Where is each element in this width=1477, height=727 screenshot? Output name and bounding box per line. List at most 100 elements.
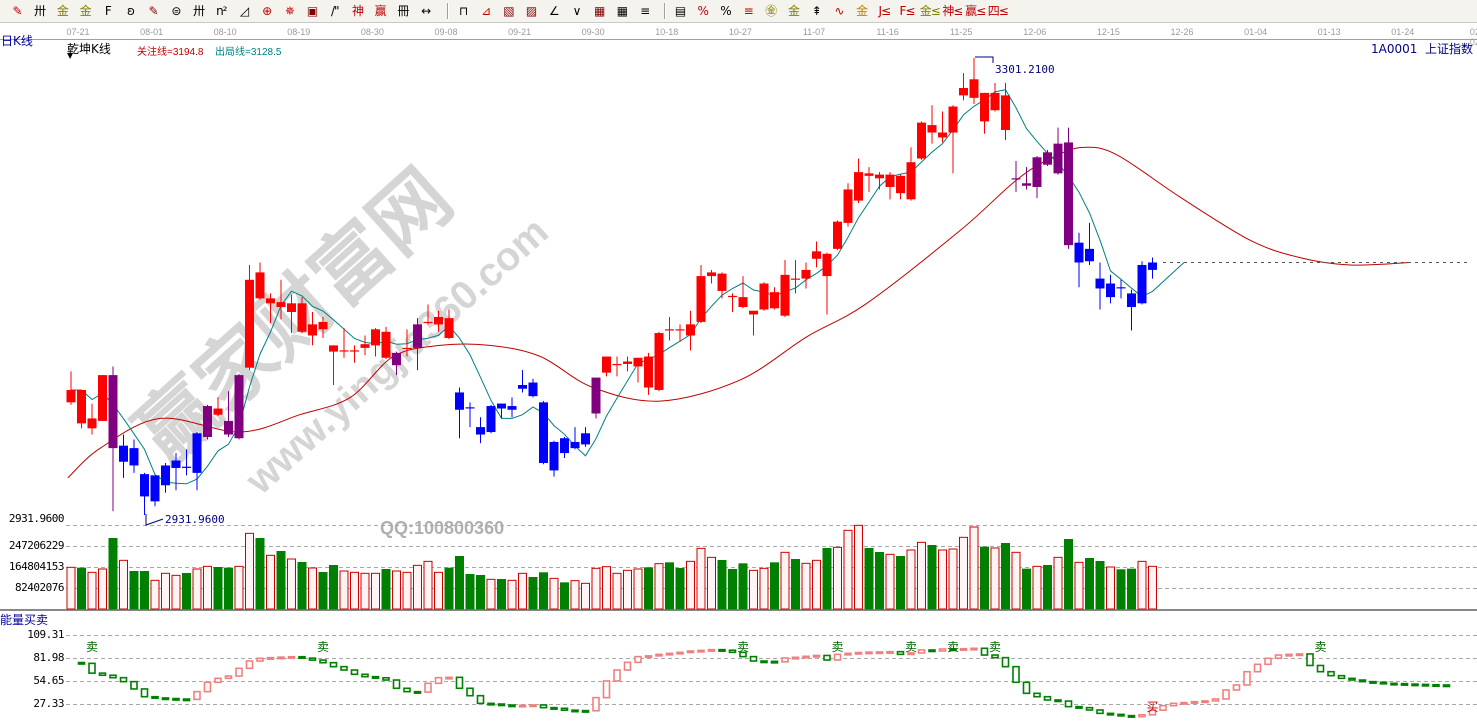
- indicator-bar-up: [833, 653, 842, 661]
- indicator-axis-label: 27.33: [33, 697, 64, 710]
- volume-bar-down: [675, 567, 685, 610]
- gold-angle-icon[interactable]: 金≤: [919, 4, 940, 18]
- volume-axis-label: 164804153: [8, 560, 65, 573]
- crosshair-circle-icon[interactable]: ⊕: [262, 4, 272, 18]
- gold-circle-icon[interactable]: ㊎: [765, 4, 777, 18]
- volume-bar-up: [938, 549, 947, 610]
- indicator-bar-up: [623, 661, 632, 671]
- candle-body: [77, 389, 86, 424]
- date-tick-label: 09-30: [581, 27, 605, 37]
- brush-icon[interactable]: ✎: [148, 4, 159, 18]
- percent-line-icon[interactable]: %: [697, 4, 708, 18]
- box-fan-2-icon[interactable]: ▨: [525, 4, 537, 18]
- time-lines-icon[interactable]: 卅: [193, 4, 205, 18]
- volume-bar-down: [329, 564, 338, 610]
- candle-body: [875, 174, 884, 179]
- indicator-bar-down: [340, 665, 348, 671]
- parallel-lines-icon[interactable]: ≡: [640, 4, 650, 18]
- indicator-bar-up: [854, 651, 863, 655]
- candle-body: [476, 427, 485, 435]
- circle-grid-icon[interactable]: ⊜: [171, 4, 181, 18]
- indicator-bar-up: [1190, 700, 1199, 704]
- indicator-dropdown-icon[interactable]: ▼: [67, 51, 74, 60]
- cursor-icon[interactable]: ⇞: [811, 4, 822, 18]
- period-label[interactable]: 日K线: [1, 34, 33, 48]
- spiral-icon[interactable]: ʚ: [127, 4, 135, 18]
- indicator-bar-up: [812, 654, 821, 658]
- indicator-bar-down: [928, 649, 936, 653]
- date-tick-label: 09-08: [434, 27, 458, 37]
- grid-box-icon[interactable]: ▦: [594, 4, 605, 18]
- candle-body: [570, 441, 580, 449]
- volume-bar-down: [276, 550, 286, 610]
- fan-lines-icon[interactable]: ⊿: [481, 4, 491, 18]
- shen-ladder-icon[interactable]: 神: [351, 4, 364, 18]
- wave-v-icon[interactable]: ∨: [572, 4, 582, 18]
- long-moving-average-line: [67, 146, 1410, 479]
- compass-star-icon[interactable]: ✵: [284, 4, 295, 18]
- four-angle-icon[interactable]: 四≤: [987, 4, 1008, 18]
- fibonacci-icon[interactable]: F: [104, 4, 112, 18]
- indicator-bar-down: [980, 647, 989, 656]
- sell-signal-label: 卖: [86, 640, 98, 654]
- ladder-icon[interactable]: ▤: [674, 4, 686, 18]
- indicator-bar-down: [1085, 706, 1094, 711]
- date-tick-label: 08-01: [140, 27, 164, 37]
- rectangle-line-icon[interactable]: ⊓: [458, 4, 468, 18]
- gold-levels-icon[interactable]: 金: [787, 4, 800, 18]
- gold-ladder-icon[interactable]: 金: [56, 4, 69, 18]
- pen-draw-icon[interactable]: ✎: [12, 4, 22, 18]
- triangle-icon[interactable]: ◿: [239, 4, 249, 18]
- candle-body: [287, 303, 296, 312]
- indicator-bar-down: [1348, 677, 1356, 681]
- candle-body: [444, 318, 454, 338]
- candle-body: [1022, 183, 1031, 186]
- volume-bar-down: [528, 576, 538, 610]
- n-square-icon[interactable]: n²: [216, 4, 227, 18]
- grid-lines-icon[interactable]: 卅: [34, 4, 46, 18]
- percent-levels-icon[interactable]: ≡: [743, 4, 754, 18]
- volume-bar-down: [822, 547, 832, 610]
- period-count-icon[interactable]: 冊: [397, 4, 409, 18]
- indicator-bar-down: [1054, 699, 1062, 703]
- indicator-bar-down: [371, 675, 380, 679]
- box-fan-icon[interactable]: ▧: [503, 4, 514, 18]
- date-tick-label: 11-16: [876, 27, 899, 37]
- indicator-bar-down: [182, 698, 191, 702]
- j-angle-icon[interactable]: J≤: [878, 4, 892, 18]
- candle-body: [297, 303, 307, 332]
- indicator-bar-up: [644, 655, 653, 659]
- shen-angle-icon[interactable]: 神≤: [942, 4, 963, 18]
- sell-signal-label: 卖: [905, 640, 917, 654]
- range-measure-icon[interactable]: ↔: [421, 4, 431, 18]
- gold-ladder-2-icon[interactable]: 金: [79, 4, 92, 18]
- square-target-icon[interactable]: ▣: [306, 4, 318, 18]
- angle-lines-icon[interactable]: /": [331, 4, 340, 18]
- ying-ladder-icon[interactable]: 赢: [374, 4, 387, 18]
- candle-body: [224, 420, 233, 435]
- indicator-bar-down: [581, 709, 590, 713]
- candle-body: [822, 253, 832, 277]
- candle-body: [686, 324, 695, 336]
- indicator-axis-label: 109.31: [27, 628, 64, 641]
- f-angle-icon[interactable]: F≤: [899, 4, 916, 18]
- buy-signal-label: 买: [1146, 700, 1158, 714]
- gold-ladder-3-icon[interactable]: 金: [856, 4, 868, 18]
- candle-body: [360, 344, 370, 348]
- volume-bar-up: [833, 546, 842, 610]
- angle-icon[interactable]: ∠: [548, 4, 560, 18]
- indicator-name[interactable]: 乾坤K线: [67, 42, 111, 56]
- indicator-panel-title[interactable]: 能量买卖: [0, 613, 49, 627]
- indicator-bar-up: [203, 681, 212, 693]
- candle-body: [948, 106, 958, 133]
- indicator-bar-down: [1001, 656, 1010, 668]
- volume-bar-up: [66, 566, 76, 610]
- volume-bar-down: [1085, 558, 1094, 610]
- sine-wave-icon[interactable]: ∿: [834, 4, 844, 18]
- percent-icon[interactable]: %: [720, 4, 731, 18]
- volume-bar-down: [182, 572, 191, 610]
- grid-box-2-icon[interactable]: ▦: [616, 4, 628, 18]
- ying-angle-icon[interactable]: 赢≤: [965, 4, 986, 18]
- date-tick-label: 12-15: [1096, 27, 1120, 37]
